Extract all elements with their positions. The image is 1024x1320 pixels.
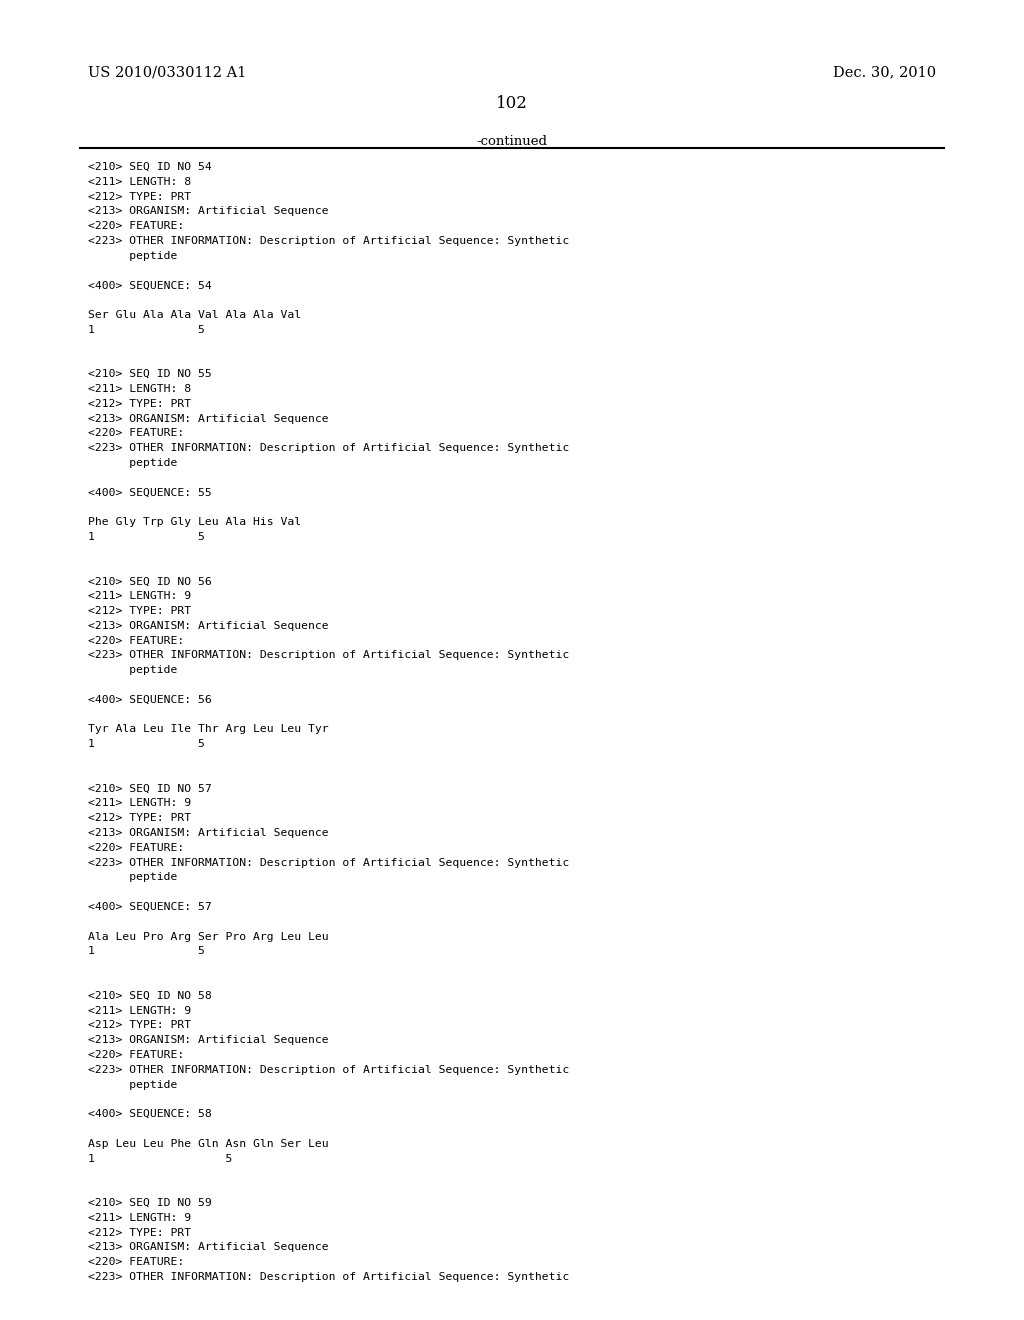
Text: <212> TYPE: PRT: <212> TYPE: PRT [88,399,191,409]
Text: <212> TYPE: PRT: <212> TYPE: PRT [88,191,191,202]
Text: 1                   5: 1 5 [88,1154,232,1164]
Text: <400> SEQUENCE: 54: <400> SEQUENCE: 54 [88,280,212,290]
Text: <211> LENGTH: 9: <211> LENGTH: 9 [88,1006,191,1015]
Text: Phe Gly Trp Gly Leu Ala His Val: Phe Gly Trp Gly Leu Ala His Val [88,517,301,527]
Text: <213> ORGANISM: Artificial Sequence: <213> ORGANISM: Artificial Sequence [88,828,329,838]
Text: <400> SEQUENCE: 56: <400> SEQUENCE: 56 [88,694,212,705]
Text: <211> LENGTH: 9: <211> LENGTH: 9 [88,799,191,808]
Text: <223> OTHER INFORMATION: Description of Artificial Sequence: Synthetic: <223> OTHER INFORMATION: Description of … [88,1065,569,1074]
Text: US 2010/0330112 A1: US 2010/0330112 A1 [88,65,247,79]
Text: Ala Leu Pro Arg Ser Pro Arg Leu Leu: Ala Leu Pro Arg Ser Pro Arg Leu Leu [88,932,329,941]
Text: Tyr Ala Leu Ile Thr Arg Leu Leu Tyr: Tyr Ala Leu Ile Thr Arg Leu Leu Tyr [88,725,329,734]
Text: <223> OTHER INFORMATION: Description of Artificial Sequence: Synthetic: <223> OTHER INFORMATION: Description of … [88,236,569,246]
Text: <220> FEATURE:: <220> FEATURE: [88,636,184,645]
Text: <211> LENGTH: 8: <211> LENGTH: 8 [88,384,191,393]
Text: <210> SEQ ID NO 55: <210> SEQ ID NO 55 [88,370,212,379]
Text: <223> OTHER INFORMATION: Description of Artificial Sequence: Synthetic: <223> OTHER INFORMATION: Description of … [88,858,569,867]
Text: <220> FEATURE:: <220> FEATURE: [88,842,184,853]
Text: <211> LENGTH: 8: <211> LENGTH: 8 [88,177,191,187]
Text: <213> ORGANISM: Artificial Sequence: <213> ORGANISM: Artificial Sequence [88,206,329,216]
Text: peptide: peptide [88,665,177,676]
Text: <400> SEQUENCE: 55: <400> SEQUENCE: 55 [88,487,212,498]
Text: <400> SEQUENCE: 57: <400> SEQUENCE: 57 [88,902,212,912]
Text: <213> ORGANISM: Artificial Sequence: <213> ORGANISM: Artificial Sequence [88,620,329,631]
Text: <212> TYPE: PRT: <212> TYPE: PRT [88,813,191,824]
Text: <220> FEATURE:: <220> FEATURE: [88,1049,184,1060]
Text: -continued: -continued [476,135,548,148]
Text: <211> LENGTH: 9: <211> LENGTH: 9 [88,591,191,601]
Text: <220> FEATURE:: <220> FEATURE: [88,222,184,231]
Text: <210> SEQ ID NO 56: <210> SEQ ID NO 56 [88,577,212,586]
Text: <223> OTHER INFORMATION: Description of Artificial Sequence: Synthetic: <223> OTHER INFORMATION: Description of … [88,651,569,660]
Text: <210> SEQ ID NO 59: <210> SEQ ID NO 59 [88,1199,212,1208]
Text: 1               5: 1 5 [88,739,205,750]
Text: <213> ORGANISM: Artificial Sequence: <213> ORGANISM: Artificial Sequence [88,1242,329,1253]
Text: peptide: peptide [88,458,177,469]
Text: <213> ORGANISM: Artificial Sequence: <213> ORGANISM: Artificial Sequence [88,413,329,424]
Text: <400> SEQUENCE: 58: <400> SEQUENCE: 58 [88,1109,212,1119]
Text: peptide: peptide [88,251,177,261]
Text: 1               5: 1 5 [88,325,205,335]
Text: Asp Leu Leu Phe Gln Asn Gln Ser Leu: Asp Leu Leu Phe Gln Asn Gln Ser Leu [88,1139,329,1148]
Text: <211> LENGTH: 9: <211> LENGTH: 9 [88,1213,191,1222]
Text: peptide: peptide [88,873,177,882]
Text: <223> OTHER INFORMATION: Description of Artificial Sequence: Synthetic: <223> OTHER INFORMATION: Description of … [88,444,569,453]
Text: <212> TYPE: PRT: <212> TYPE: PRT [88,1020,191,1031]
Text: <210> SEQ ID NO 57: <210> SEQ ID NO 57 [88,784,212,793]
Text: <213> ORGANISM: Artificial Sequence: <213> ORGANISM: Artificial Sequence [88,1035,329,1045]
Text: <210> SEQ ID NO 58: <210> SEQ ID NO 58 [88,991,212,1001]
Text: peptide: peptide [88,1080,177,1089]
Text: Dec. 30, 2010: Dec. 30, 2010 [833,65,936,79]
Text: <210> SEQ ID NO 54: <210> SEQ ID NO 54 [88,162,212,172]
Text: <220> FEATURE:: <220> FEATURE: [88,429,184,438]
Text: Ser Glu Ala Ala Val Ala Ala Val: Ser Glu Ala Ala Val Ala Ala Val [88,310,301,319]
Text: <223> OTHER INFORMATION: Description of Artificial Sequence: Synthetic: <223> OTHER INFORMATION: Description of … [88,1272,569,1282]
Text: 102: 102 [496,95,528,112]
Text: <212> TYPE: PRT: <212> TYPE: PRT [88,606,191,616]
Text: 1               5: 1 5 [88,946,205,957]
Text: 1               5: 1 5 [88,532,205,543]
Text: <212> TYPE: PRT: <212> TYPE: PRT [88,1228,191,1238]
Text: <220> FEATURE:: <220> FEATURE: [88,1257,184,1267]
